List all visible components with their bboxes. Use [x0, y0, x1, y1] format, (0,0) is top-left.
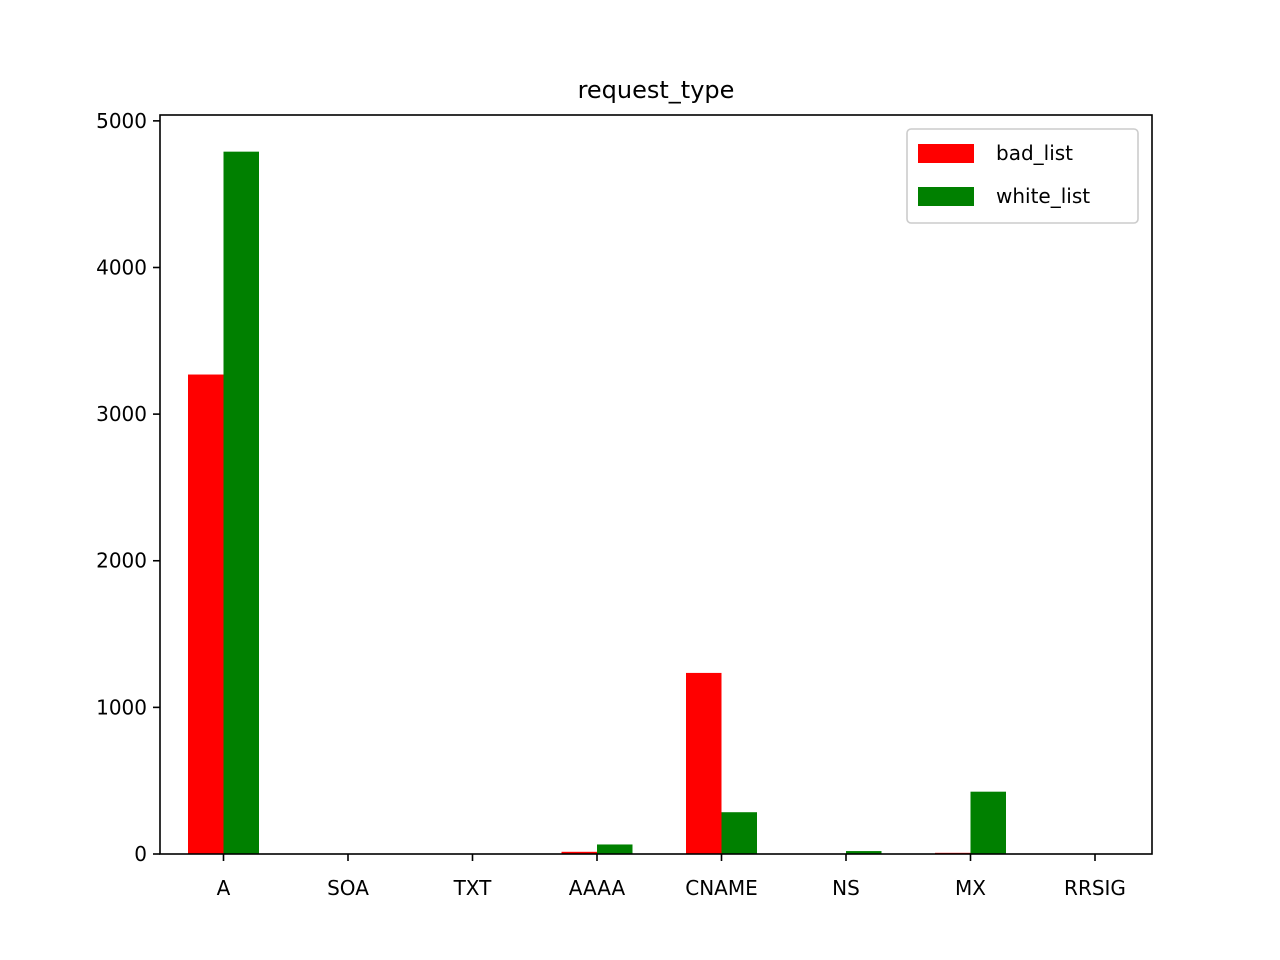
bar-white_list-CNAME: [721, 812, 757, 854]
bar-bad_list-AAAA: [561, 851, 597, 854]
plot-frame: [159, 114, 1153, 855]
x-tick-label: RRSIG: [1064, 876, 1126, 900]
y-axis: 0 1000 2000 3000 4000 5000: [96, 109, 160, 866]
legend-label-white_list: white_list: [996, 184, 1090, 208]
bar-white_list-AAAA: [597, 844, 633, 854]
bar-white_list-A: [223, 151, 259, 855]
x-tick-label: NS: [832, 876, 860, 900]
x-tick-label: A: [217, 876, 231, 900]
bars-group: [188, 151, 1006, 855]
bar-white_list-NS: [846, 851, 882, 854]
chart-title: request_type: [578, 76, 735, 104]
x-axis: A SOA TXT AAAA CNAME NS MX RRSIG: [217, 854, 1126, 900]
y-tick-label: 3000: [96, 402, 147, 426]
y-tick-label: 5000: [96, 109, 147, 133]
legend-swatch-bad_list: [918, 144, 974, 163]
legend-label-bad_list: bad_list: [996, 141, 1073, 165]
y-tick-label: 1000: [96, 695, 147, 719]
x-tick-label: CNAME: [685, 876, 758, 900]
x-tick-label: TXT: [453, 876, 493, 900]
legend-swatch-white_list: [918, 187, 974, 206]
bar-bad_list-A: [188, 374, 224, 854]
bar-bad_list-CNAME: [686, 672, 722, 854]
x-tick-label: MX: [955, 876, 986, 900]
legend: bad_list white_list: [906, 128, 1139, 224]
x-tick-label: SOA: [327, 876, 369, 900]
x-tick-label: AAAA: [569, 876, 626, 900]
y-tick-label: 4000: [96, 255, 147, 279]
y-tick-label: 2000: [96, 549, 147, 573]
y-tick-label: 0: [134, 842, 147, 866]
bar-white_list-MX: [970, 791, 1006, 854]
